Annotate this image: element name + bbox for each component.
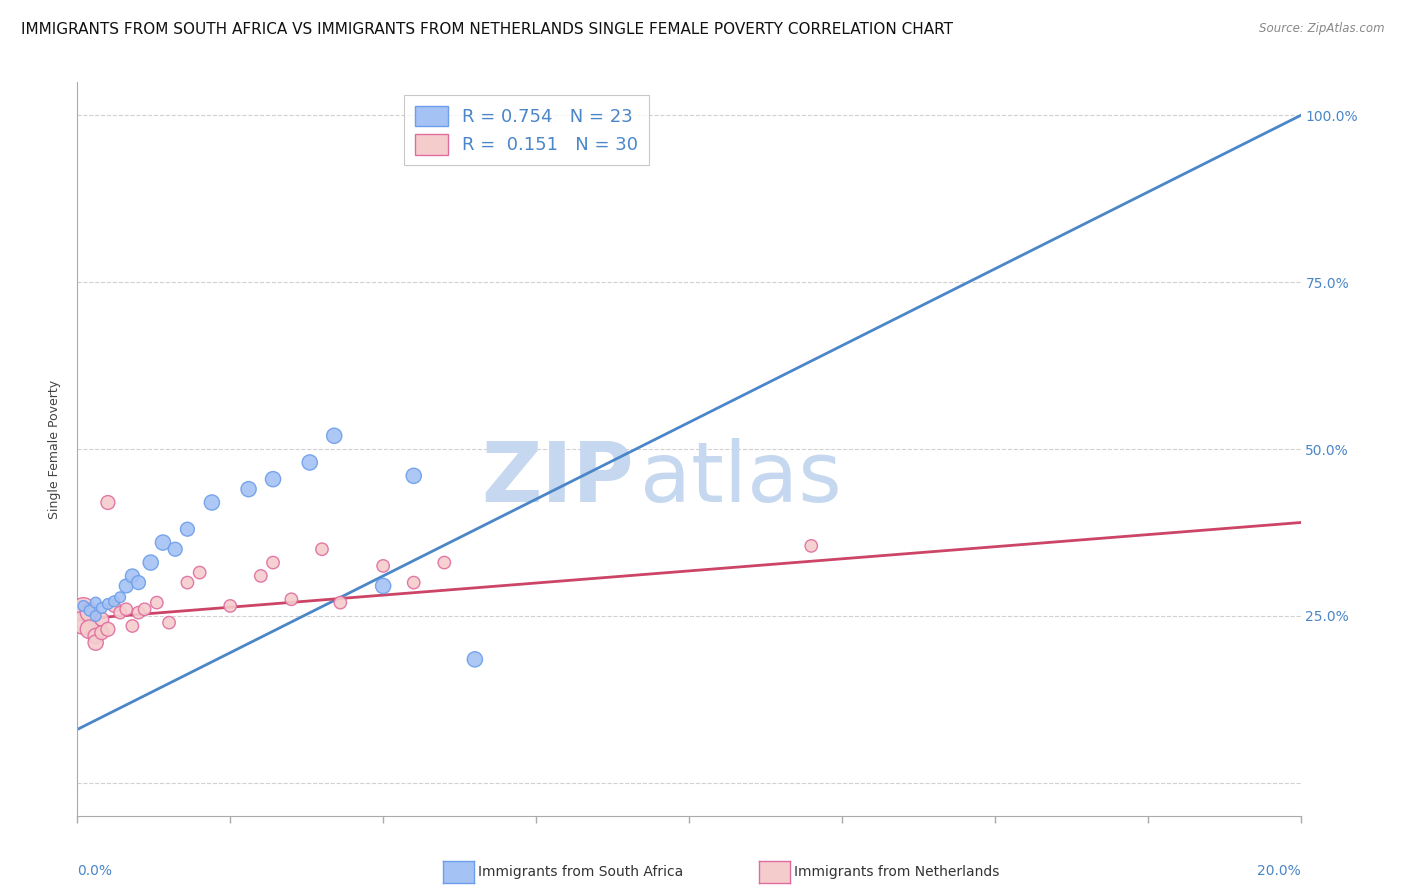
Point (97, 623, 120, 637)
Point (79, 606, 101, 620)
Point (146, 596, 169, 610)
Point (84, 609, 107, 624)
Text: 20.0%: 20.0% (1257, 863, 1301, 878)
Point (464, 652, 486, 666)
Point (127, 575, 149, 590)
Point (115, 579, 138, 593)
Legend: R = 0.754   N = 23, R =  0.151   N = 30: R = 0.754 N = 23, R = 0.151 N = 30 (405, 95, 650, 165)
Point (108, 606, 131, 620)
Point (79, 604, 101, 618)
Point (103, 594, 125, 608)
Point (371, 558, 394, 573)
Point (262, 556, 284, 570)
Point (121, 569, 143, 583)
Point (157, 615, 180, 630)
Point (201, 495, 224, 509)
Point (127, 606, 149, 620)
Point (84, 635, 107, 649)
Point (176, 575, 198, 590)
Point (280, 592, 302, 607)
Point (311, 542, 333, 557)
Text: 0.0%: 0.0% (77, 863, 112, 878)
Point (250, 569, 273, 583)
Point (433, 556, 456, 570)
Point (188, 566, 211, 580)
Point (84, 596, 107, 610)
Point (152, 535, 174, 549)
Point (323, 429, 346, 443)
Point (219, 599, 242, 613)
Point (800, 539, 823, 553)
Point (121, 619, 143, 633)
Point (84, 629, 107, 643)
Point (108, 591, 131, 605)
Text: atlas: atlas (640, 438, 842, 519)
Point (402, 575, 425, 590)
Point (165, 542, 187, 557)
Text: Immigrants from Netherlands: Immigrants from Netherlands (794, 865, 1000, 880)
Point (139, 556, 162, 570)
Point (97, 597, 120, 611)
Point (176, 522, 198, 536)
Point (115, 602, 138, 616)
Point (72, 615, 94, 630)
Point (72, 599, 94, 613)
Point (371, 579, 394, 593)
Point (97, 495, 120, 509)
Point (90, 612, 112, 626)
Point (90, 601, 112, 615)
Text: Source: ZipAtlas.com: Source: ZipAtlas.com (1260, 22, 1385, 36)
Point (72, 602, 94, 616)
Point (298, 455, 321, 469)
Point (103, 599, 125, 613)
Text: Immigrants from South Africa: Immigrants from South Africa (478, 865, 683, 880)
Point (262, 472, 284, 486)
Point (329, 596, 352, 610)
Y-axis label: Single Female Poverty: Single Female Poverty (48, 380, 62, 518)
Point (402, 468, 425, 483)
Text: IMMIGRANTS FROM SOUTH AFRICA VS IMMIGRANTS FROM NETHERLANDS SINGLE FEMALE POVERT: IMMIGRANTS FROM SOUTH AFRICA VS IMMIGRAN… (21, 22, 953, 37)
Point (79, 623, 101, 637)
Point (238, 482, 260, 496)
Point (90, 625, 112, 640)
Point (134, 602, 156, 616)
Text: ZIP: ZIP (481, 438, 634, 519)
